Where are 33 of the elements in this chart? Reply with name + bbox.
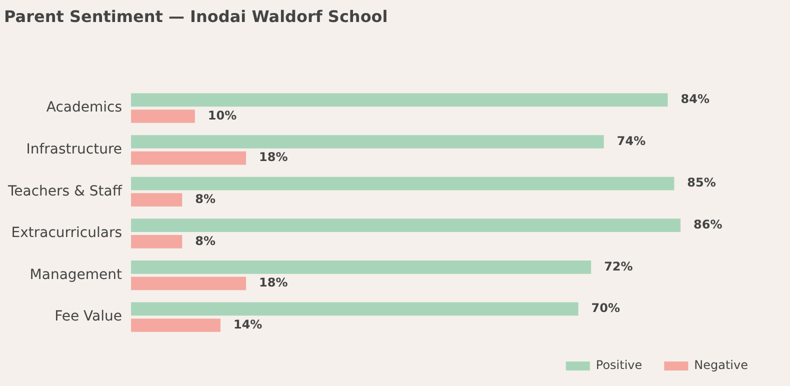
bar bbox=[131, 302, 578, 316]
data-label: 70% bbox=[591, 301, 620, 316]
data-label: 84% bbox=[680, 92, 710, 106]
y-tick-label: Management bbox=[30, 266, 123, 283]
y-tick-label: Extracurriculars bbox=[11, 225, 122, 242]
data-label: 85% bbox=[687, 176, 716, 190]
bar bbox=[131, 151, 246, 165]
legend-label: Negative bbox=[694, 358, 748, 372]
legend-label: Positive bbox=[596, 358, 642, 372]
y-tick-label: Fee Value bbox=[54, 308, 122, 325]
data-label: 86% bbox=[694, 217, 722, 232]
data-label: 74% bbox=[616, 134, 646, 148]
data-label: 14% bbox=[233, 317, 262, 332]
y-tick-label: Teachers & Staff bbox=[6, 183, 122, 200]
bar bbox=[131, 110, 195, 123]
chart-title: Parent Sentiment — Inodai Waldorf School bbox=[4, 6, 388, 26]
data-label: 8% bbox=[195, 234, 216, 248]
bar bbox=[131, 234, 182, 248]
bar bbox=[131, 276, 246, 290]
bar bbox=[131, 193, 182, 207]
y-tick-label: Infrastructure bbox=[26, 142, 122, 158]
data-label: 8% bbox=[195, 192, 216, 206]
bar bbox=[131, 260, 592, 274]
data-label: 72% bbox=[604, 259, 633, 274]
y-tick-label: Academics bbox=[46, 100, 122, 116]
bar bbox=[131, 218, 681, 232]
bar bbox=[131, 318, 220, 332]
bar bbox=[131, 93, 668, 107]
data-label: 18% bbox=[259, 150, 288, 164]
bar bbox=[131, 135, 604, 148]
bar bbox=[131, 176, 674, 190]
data-label: 18% bbox=[259, 276, 288, 290]
data-label: 10% bbox=[208, 108, 237, 122]
